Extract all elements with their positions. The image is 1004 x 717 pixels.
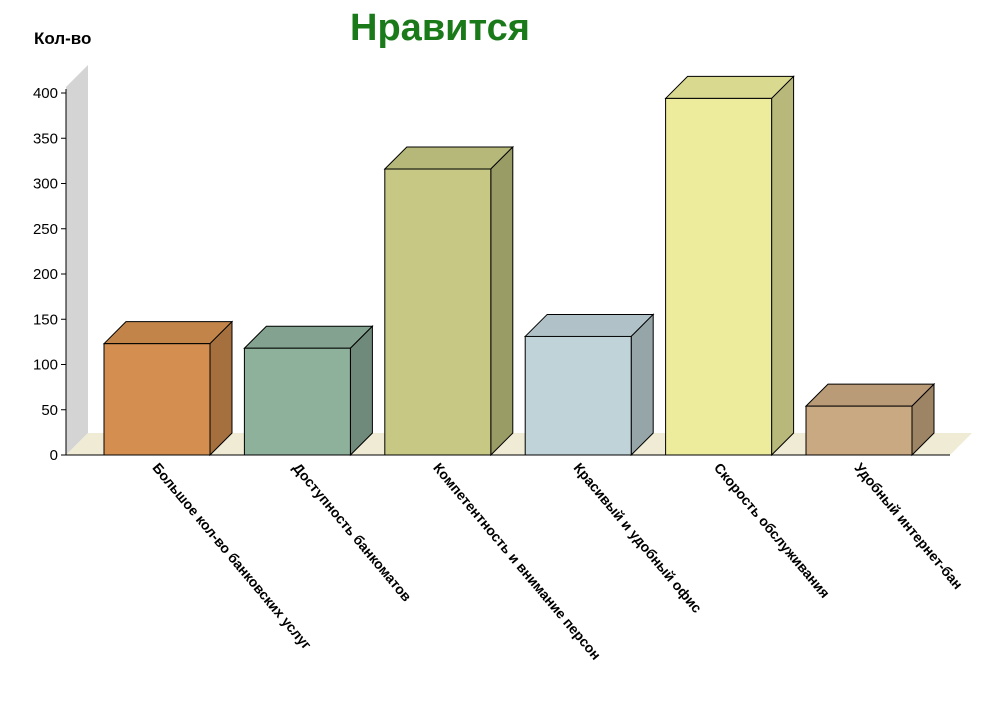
- y-axis-ticks: 0 50 100 150 200 250 300 350 400: [33, 85, 66, 464]
- bar-front-face: [665, 97, 773, 456]
- bar-front-face: [384, 168, 492, 456]
- bar: [102, 320, 234, 457]
- y-axis-label: Кол-во: [34, 29, 91, 48]
- bar-side-face: [349, 325, 373, 457]
- back-wall: [66, 65, 88, 455]
- bar-side-face: [630, 313, 654, 457]
- y-tick-label: 150: [33, 311, 58, 328]
- y-tick-label: 200: [33, 266, 58, 283]
- y-tick-label: 0: [50, 447, 58, 464]
- bar-front-face: [103, 343, 211, 456]
- x-axis-labels: Большое кол-во банковских услугДоступнос…: [149, 460, 966, 663]
- x-tick-label: Удобный интернет-бан: [851, 460, 966, 593]
- bar-side-face: [209, 320, 233, 457]
- bar-side-face: [490, 145, 514, 457]
- y-tick-label: 400: [33, 85, 58, 102]
- bars: [102, 75, 936, 457]
- x-tick-label: Большое кол-во банковских услуг: [149, 460, 315, 653]
- x-tick-label: Скорость обслуживания: [711, 460, 833, 601]
- bar: [804, 382, 936, 457]
- y-tick-label: 250: [33, 221, 58, 238]
- y-tick-label: 50: [41, 402, 58, 419]
- bar: [523, 313, 655, 457]
- back-wall-face: [66, 65, 88, 455]
- bar-front-face: [243, 347, 351, 456]
- y-tick-label: 300: [33, 176, 58, 193]
- x-tick-label: Красивый и удобный офис: [571, 460, 706, 616]
- y-tick-label: 100: [33, 357, 58, 374]
- bar: [243, 325, 374, 457]
- chart-title: Нравится: [350, 7, 530, 49]
- bar: [383, 145, 515, 457]
- x-tick-label: Компетентность и внимание персон: [430, 460, 604, 663]
- x-tick-label: Доступность банкоматов: [290, 460, 415, 605]
- bar-front-face: [805, 405, 913, 456]
- bar-front-face: [524, 335, 632, 456]
- y-tick-label: 350: [33, 130, 58, 147]
- bar-side-face: [771, 75, 795, 457]
- bar: [664, 75, 795, 457]
- y-axis-line: [65, 89, 950, 456]
